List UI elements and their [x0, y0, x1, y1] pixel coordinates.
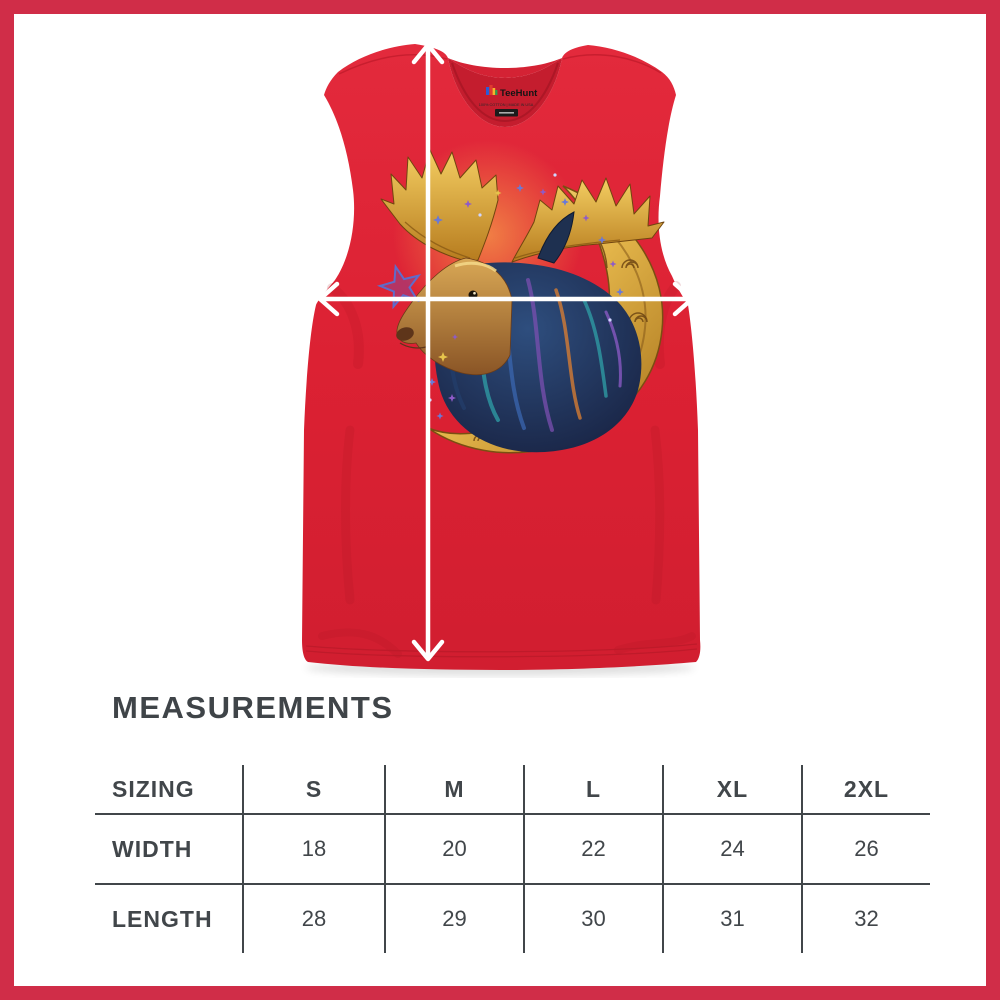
column-header-sizing: SIZING: [112, 775, 195, 802]
length-m: 29: [384, 883, 523, 953]
neck-label: TeeHunt 100% COTTON | MADE IN USA: [479, 85, 538, 117]
collar: [448, 58, 562, 127]
length-l: 30: [523, 883, 662, 953]
column-header-l: L: [523, 765, 662, 813]
product-photo: TeeHunt 100% COTTON | MADE IN USA: [302, 42, 701, 676]
care-label: 100% COTTON | MADE IN USA: [479, 103, 534, 107]
moose-ear: [537, 211, 575, 264]
column-header-s: S: [242, 765, 384, 813]
size-chart-table: SIZING S M L XL 2XL WIDTH 18 20 22 24 26…: [95, 765, 930, 953]
row-label-width: WIDTH: [95, 813, 242, 883]
column-header-m: M: [384, 765, 523, 813]
width-2xl: 26: [801, 813, 930, 883]
length-xl: 31: [662, 883, 801, 953]
hem-stitching: [305, 643, 698, 658]
brand-logo-icon: [486, 85, 498, 95]
pentagram-star: [376, 263, 422, 310]
row-label-length: LENGTH: [95, 883, 242, 953]
brand-label: TeeHunt: [500, 88, 538, 99]
width-s: 18: [242, 813, 384, 883]
width-m: 20: [384, 813, 523, 883]
column-header-xl: XL: [662, 765, 801, 813]
page-title: MEASUREMENTS: [112, 690, 394, 725]
column-header-2xl: 2XL: [801, 765, 930, 813]
moose-nose: [396, 327, 414, 341]
shirt-graphic-moose-moon: [376, 140, 665, 454]
measurement-arrows: [317, 42, 695, 662]
length-s: 28: [242, 883, 384, 953]
width-arrow: [317, 281, 695, 317]
length-2xl: 32: [801, 883, 930, 953]
width-l: 22: [523, 813, 662, 883]
stars: [376, 173, 624, 420]
length-arrow: [411, 42, 445, 662]
fabric-wrinkles: [318, 281, 696, 658]
moose-head: [396, 257, 513, 376]
width-xl: 24: [662, 813, 801, 883]
